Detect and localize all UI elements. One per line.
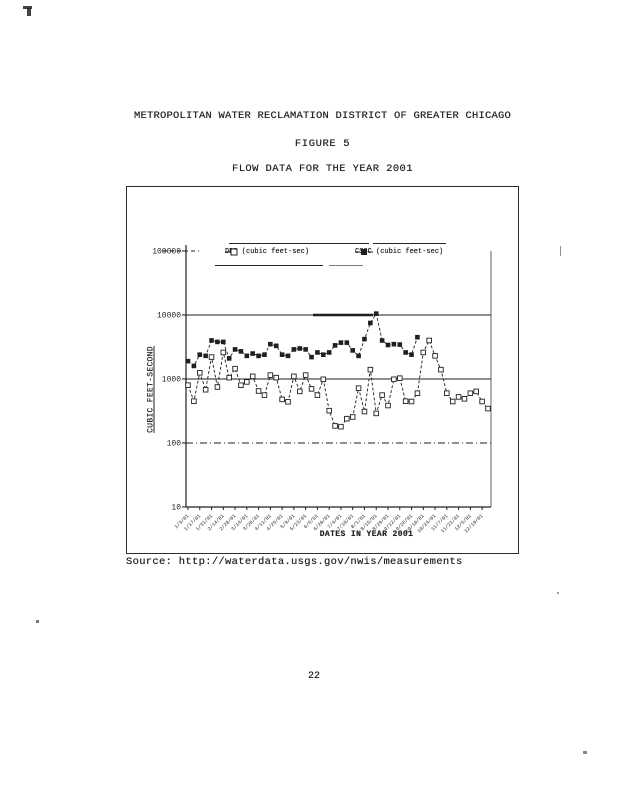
page-number: 22 [308,671,321,682]
scan-artifact [36,620,39,623]
svg-text:1000: 1000 [162,376,181,385]
legend-rule-top [373,243,446,244]
source-line: Source: http://waterdata.usgs.gov/nwis/m… [126,556,463,568]
legend-rule-bottom [215,265,323,266]
figure-label: FIGURE 5 [294,138,351,150]
svg-text:100: 100 [167,440,182,449]
legend-label-cssc: CSSC (cubic feet-sec) [355,248,444,256]
scan-artifact [557,592,559,594]
legend-rule-bottom [329,265,363,266]
legend-item-cssc: CSSC (cubic feet-sec) [355,248,443,256]
y-axis-title: CUBIC FEET-SECOND [146,346,156,433]
legend-label-dpr: DPR (cubic feet-sec) [225,248,310,256]
filled-square-marker-icon [355,249,373,255]
flow-chart: 100000100001000100101/3/011/17/011/31/01… [152,245,492,534]
svg-text:10000: 10000 [157,312,181,321]
scan-artifact [583,751,587,754]
scan-artifact [27,8,31,16]
legend-rule-top [229,243,369,244]
scan-artifact [23,6,32,9]
figure-title: FLOW DATA FOR THE YEAR 2001 [232,163,413,175]
x-axis-title: DATES IN YEAR 2001 [319,530,414,539]
page-title: METROPOLITAN WATER RECLAMATION DISTRICT … [133,110,512,122]
chart-figure: 100000 10000 1000 100 10 1/3/01 1/17/01 1/31/01… [126,186,519,554]
svg-text:100000: 100000 [152,248,181,257]
open-square-marker-icon [225,248,238,256]
svg-text:10: 10 [171,504,181,513]
legend-item-dpr: DPR (cubic feet-sec) [225,248,309,256]
scan-artifact [560,246,561,256]
